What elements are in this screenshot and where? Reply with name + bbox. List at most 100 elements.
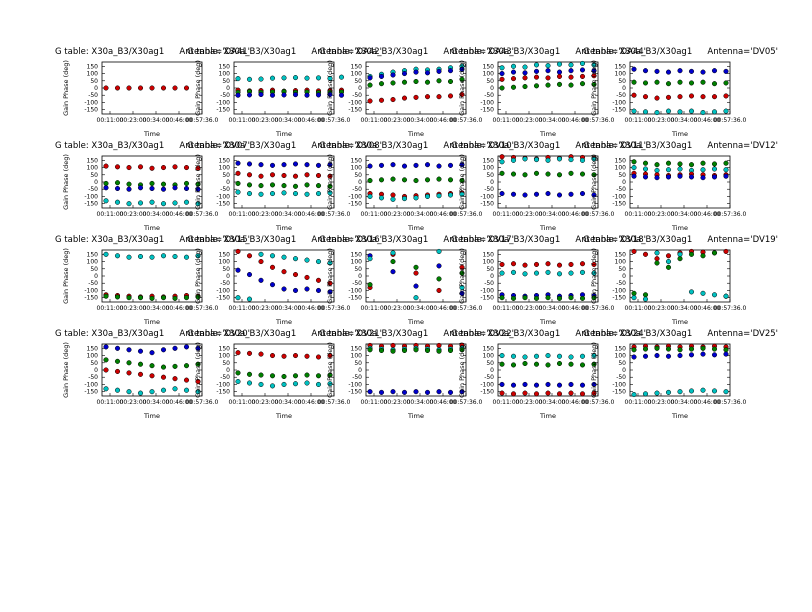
data-point-blue bbox=[281, 162, 287, 168]
data-point-green bbox=[195, 181, 201, 187]
data-point-blue bbox=[591, 68, 597, 74]
data-point-cyan bbox=[149, 199, 155, 205]
x-tick-label: 00:57:36.0 bbox=[714, 305, 747, 312]
data-point-green bbox=[700, 345, 706, 351]
data-point-green bbox=[642, 292, 649, 298]
data-point-green bbox=[378, 81, 385, 87]
y-tick-label: 100 bbox=[483, 71, 495, 78]
data-point-blue bbox=[579, 191, 586, 197]
data-point-green bbox=[401, 177, 408, 183]
data-point-green bbox=[459, 178, 465, 184]
y-tick-label: 100 bbox=[615, 259, 627, 266]
data-point-green bbox=[269, 182, 276, 188]
y-tick-label: -50 bbox=[484, 92, 494, 99]
x-axis-label: Time bbox=[275, 224, 292, 232]
panel-18: G table: X30a_B3/X30ag1 Antenna='DV22' 150… bbox=[319, 329, 514, 420]
panel-antenna-title: Antenna='DV24' bbox=[575, 329, 646, 339]
data-point-green bbox=[665, 264, 672, 270]
y-tick-label: 50 bbox=[354, 266, 362, 273]
y-tick-label: 0 bbox=[226, 367, 230, 374]
data-point-blue bbox=[723, 68, 729, 74]
data-point-blue bbox=[700, 175, 706, 181]
data-point-red bbox=[149, 85, 155, 91]
data-point-cyan bbox=[711, 109, 718, 115]
data-point-blue bbox=[183, 344, 190, 350]
y-tick-label: -50 bbox=[484, 186, 494, 193]
data-point-cyan bbox=[246, 191, 253, 197]
data-point-cyan bbox=[304, 257, 310, 263]
data-point-red bbox=[723, 248, 729, 254]
y-tick-label: 150 bbox=[219, 63, 231, 70]
data-point-green bbox=[654, 162, 660, 168]
data-point-green bbox=[654, 345, 660, 351]
panel-antenna-title: Antenna='DV16' bbox=[311, 235, 382, 245]
data-point-blue bbox=[654, 68, 660, 74]
data-point-red bbox=[665, 94, 672, 100]
data-point-blue bbox=[103, 344, 109, 350]
y-tick-label: 150 bbox=[219, 157, 231, 164]
x-tick-label: 00:46:00 bbox=[430, 399, 457, 406]
data-point-green bbox=[677, 79, 683, 85]
y-tick-label: 0 bbox=[622, 179, 626, 186]
data-point-cyan bbox=[160, 387, 167, 393]
data-point-green bbox=[172, 295, 178, 301]
data-point-green bbox=[579, 81, 586, 87]
x-axis-label: Time bbox=[671, 412, 688, 420]
x-axis-label: Time bbox=[275, 412, 292, 420]
data-point-red bbox=[436, 287, 442, 293]
x-tick-label: 00:34:00 bbox=[671, 117, 698, 124]
data-point-blue bbox=[172, 345, 178, 351]
data-point-red bbox=[292, 353, 299, 359]
data-point-green bbox=[459, 347, 465, 353]
data-point-green bbox=[378, 347, 385, 354]
data-point-cyan bbox=[579, 60, 586, 66]
x-tick-label: 00:34:00 bbox=[671, 305, 698, 312]
data-point-red bbox=[642, 251, 649, 257]
data-point-blue bbox=[459, 389, 465, 395]
data-point-blue bbox=[436, 389, 442, 395]
data-point-cyan bbox=[235, 379, 241, 385]
data-point-red bbox=[304, 353, 310, 359]
data-point-blue bbox=[424, 389, 431, 395]
x-tick-label: 00:23:00 bbox=[648, 399, 675, 406]
data-point-red bbox=[447, 93, 454, 99]
data-point-green bbox=[688, 251, 695, 257]
panel-title: G table: X30a_B3/X30ag1 bbox=[55, 235, 164, 245]
panel-title: G table: X30a_B3/X30ag1 bbox=[187, 329, 296, 339]
y-tick-label: -100 bbox=[348, 99, 362, 106]
data-point-green bbox=[447, 347, 454, 354]
data-point-green bbox=[568, 170, 574, 176]
y-tick-label: -100 bbox=[216, 193, 230, 200]
data-point-red bbox=[591, 390, 597, 396]
panel-antenna-title: Antenna='DV15' bbox=[179, 235, 250, 245]
data-point-green bbox=[522, 295, 528, 301]
y-tick-label: -100 bbox=[612, 99, 626, 106]
data-point-red bbox=[642, 94, 649, 100]
panel-15: G table: X30a_B3/X30ag1 Antenna='DV19' 150… bbox=[583, 235, 778, 326]
y-tick-label: 150 bbox=[351, 157, 363, 164]
panel-antenna-title: Antenna='DV22' bbox=[443, 329, 514, 339]
data-point-cyan bbox=[327, 381, 333, 387]
x-tick-label: 00:23:00 bbox=[252, 211, 279, 218]
data-point-green bbox=[642, 160, 649, 166]
data-point-cyan bbox=[591, 156, 597, 162]
data-point-green bbox=[103, 180, 109, 186]
data-point-green bbox=[499, 295, 505, 301]
data-point-cyan bbox=[258, 76, 264, 82]
panel-4: G table: X30a_B3/X30ag1 Antenna='DA44' 150… bbox=[451, 47, 646, 138]
y-tick-label: 150 bbox=[351, 251, 363, 258]
data-point-red bbox=[631, 92, 637, 98]
data-point-red bbox=[246, 172, 253, 178]
data-point-cyan bbox=[545, 63, 551, 69]
panel-antenna-title: Antenna='DV07' bbox=[179, 141, 250, 151]
x-axis-label: Time bbox=[275, 130, 292, 138]
x-tick-label: 00:34:00 bbox=[407, 399, 434, 406]
data-point-blue bbox=[235, 160, 241, 166]
x-tick-label: 00:34:00 bbox=[539, 117, 566, 124]
data-point-blue bbox=[149, 350, 155, 356]
x-tick-label: 00:46:00 bbox=[166, 305, 193, 312]
y-tick-label: 100 bbox=[219, 353, 231, 360]
y-tick-label: -150 bbox=[216, 201, 230, 208]
data-point-blue bbox=[390, 72, 396, 78]
